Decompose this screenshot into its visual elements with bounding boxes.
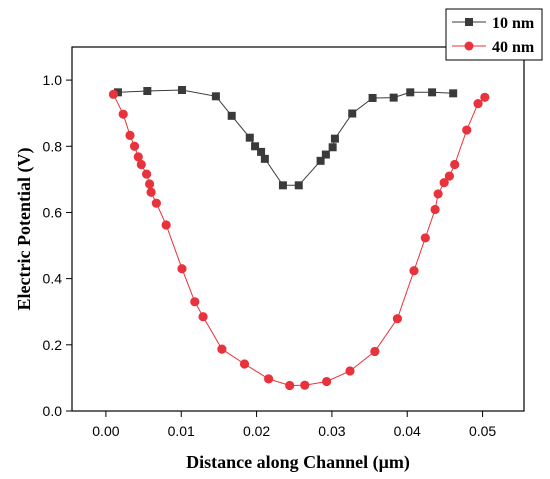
data-point-10nm (428, 88, 437, 97)
data-point-10nm (227, 111, 236, 120)
legend-label-40nm: 40 nm (492, 39, 535, 56)
data-point-10nm (389, 93, 398, 102)
data-point-10nm (278, 181, 287, 190)
data-point-10nm (113, 88, 122, 97)
legend-box (445, 8, 543, 61)
data-point-40nm (141, 169, 152, 179)
data-point-40nm (146, 187, 156, 197)
series-line-10nm (117, 89, 454, 186)
x-tick-label: 0.05 (469, 423, 496, 439)
data-point-40nm (177, 264, 187, 274)
data-point-40nm (118, 109, 128, 119)
data-point-40nm (129, 141, 140, 151)
y-tick-label: 0.6 (43, 204, 63, 220)
data-point-40nm (108, 89, 119, 99)
data-point-40nm (217, 344, 227, 354)
data-point-40nm (409, 266, 419, 276)
data-point-40nm (370, 346, 380, 357)
y-tick-label: 0.2 (43, 337, 63, 353)
y-tick-label: 1.0 (43, 72, 63, 88)
data-point-40nm (198, 312, 208, 322)
plot-frame (71, 46, 525, 412)
data-point-40nm (322, 376, 332, 387)
plot-frame-group (71, 46, 525, 412)
data-point-40nm (161, 220, 171, 230)
data-point-10nm (368, 93, 377, 102)
data-point-10nm (316, 156, 325, 165)
data-point-10nm (321, 150, 330, 159)
data-point-40nm (133, 152, 143, 162)
data-point-10nm (348, 109, 357, 118)
data-point-40nm (420, 233, 430, 243)
data-point-40nm (345, 366, 355, 376)
data-point-10nm (257, 147, 266, 156)
data-point-10nm (177, 86, 186, 95)
data-point-40nm (151, 198, 161, 208)
data-point-40nm (190, 297, 200, 307)
data-point-10nm (143, 87, 152, 96)
x-tick-label: 0.03 (318, 423, 345, 439)
data-point-40nm (300, 380, 310, 390)
x-tick-label: 0.02 (243, 423, 270, 439)
data-point-40nm (480, 92, 490, 102)
legend-label-10nm: 10 nm (492, 15, 535, 32)
data-point-10nm (406, 88, 415, 97)
data-point-40nm (450, 159, 460, 170)
y-axis-title: Electric Potential (V) (14, 148, 35, 311)
data-point-40nm (433, 189, 443, 199)
x-axis-title: Distance along Channel (μm) (186, 452, 410, 473)
data-point-40nm (144, 179, 155, 189)
y-tick-label: 0.4 (43, 271, 63, 287)
series-layer (108, 86, 490, 391)
data-point-10nm (449, 89, 458, 98)
data-point-40nm (430, 204, 440, 215)
data-point-40nm (285, 380, 295, 391)
legend-marker-40nm (464, 41, 474, 51)
data-point-40nm (444, 171, 455, 181)
data-point-40nm (439, 178, 449, 188)
series-40nm (108, 89, 490, 391)
data-point-10nm (328, 143, 337, 152)
data-point-10nm (211, 92, 220, 101)
data-point-10nm (330, 134, 339, 143)
data-point-40nm (473, 98, 483, 109)
y-tick-label: 0.8 (43, 138, 63, 154)
data-point-40nm (392, 314, 403, 324)
data-point-10nm (245, 133, 254, 142)
data-point-40nm (239, 359, 250, 369)
y-tick-label: 0.0 (43, 403, 63, 419)
y-axis: 0.0 0.2 0.4 0.6 0.8 1.0 (43, 72, 72, 419)
data-point-40nm (462, 125, 472, 135)
data-point-10nm (260, 154, 269, 163)
x-tick-label: 0.04 (394, 423, 421, 439)
data-point-40nm (136, 159, 146, 170)
legend: 10 nm 40 nm (445, 8, 543, 61)
series-10nm (113, 86, 458, 190)
data-point-40nm (264, 374, 274, 384)
data-point-10nm (251, 142, 260, 151)
x-axis: 0.00 0.01 0.02 0.03 0.04 0.05 (92, 411, 496, 439)
legend-marker-10nm (465, 18, 473, 26)
data-point-10nm (294, 181, 303, 190)
x-tick-label: 0.01 (168, 423, 195, 439)
x-tick-label: 0.00 (92, 423, 119, 439)
data-point-40nm (125, 130, 135, 140)
